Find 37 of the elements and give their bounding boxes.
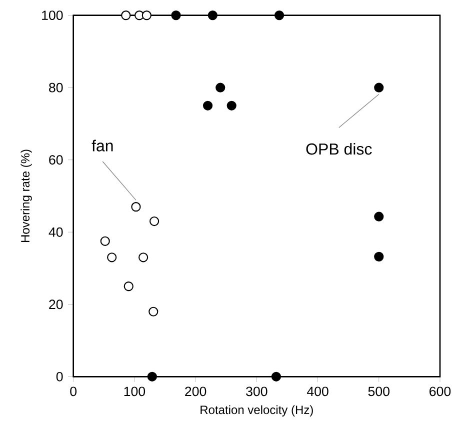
y-tick-label: 20 (49, 300, 63, 310)
point (171, 10, 181, 20)
x-tick-label: 600 (430, 386, 451, 396)
point (150, 216, 160, 226)
point (131, 202, 141, 212)
point (208, 10, 218, 20)
x-axis-title: Rotation velocity (Hz) (200, 405, 313, 416)
y-tick-label: 80 (49, 82, 63, 92)
point (271, 372, 282, 382)
point (138, 252, 148, 262)
point (100, 236, 110, 246)
point (374, 212, 384, 222)
x-tick-label: 0 (70, 386, 77, 396)
y-axis-title: Hovering rate (%) (20, 150, 32, 242)
annotation: fan (92, 140, 113, 152)
point (121, 10, 131, 20)
point (148, 306, 158, 316)
point (202, 100, 213, 110)
point (374, 252, 384, 262)
x-tick-label: 500 (368, 386, 390, 396)
annotation: OPB disc (306, 142, 372, 155)
point (374, 82, 384, 92)
y-tick-label: 100 (42, 10, 63, 20)
y-tick-label: 0 (56, 372, 63, 382)
point (147, 372, 157, 382)
x-tick-label: 200 (185, 386, 206, 396)
point (124, 282, 134, 292)
x-tick-label: 300 (246, 386, 268, 396)
point (142, 10, 152, 20)
point (226, 100, 236, 110)
y-tick-label: 40 (48, 227, 63, 237)
y-tick-label: 60 (49, 155, 63, 165)
point (107, 252, 117, 262)
point (274, 10, 284, 20)
point (216, 82, 226, 92)
x-tick-label: 100 (124, 386, 146, 396)
x-tick-label: 400 (306, 386, 328, 396)
